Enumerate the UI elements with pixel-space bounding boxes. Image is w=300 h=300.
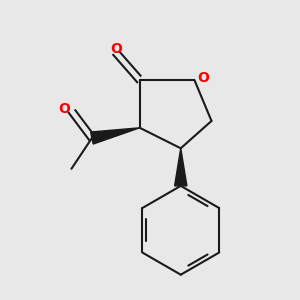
Polygon shape xyxy=(175,148,187,186)
Polygon shape xyxy=(91,128,140,144)
Text: O: O xyxy=(197,71,209,85)
Text: O: O xyxy=(59,102,70,116)
Text: O: O xyxy=(110,42,122,56)
